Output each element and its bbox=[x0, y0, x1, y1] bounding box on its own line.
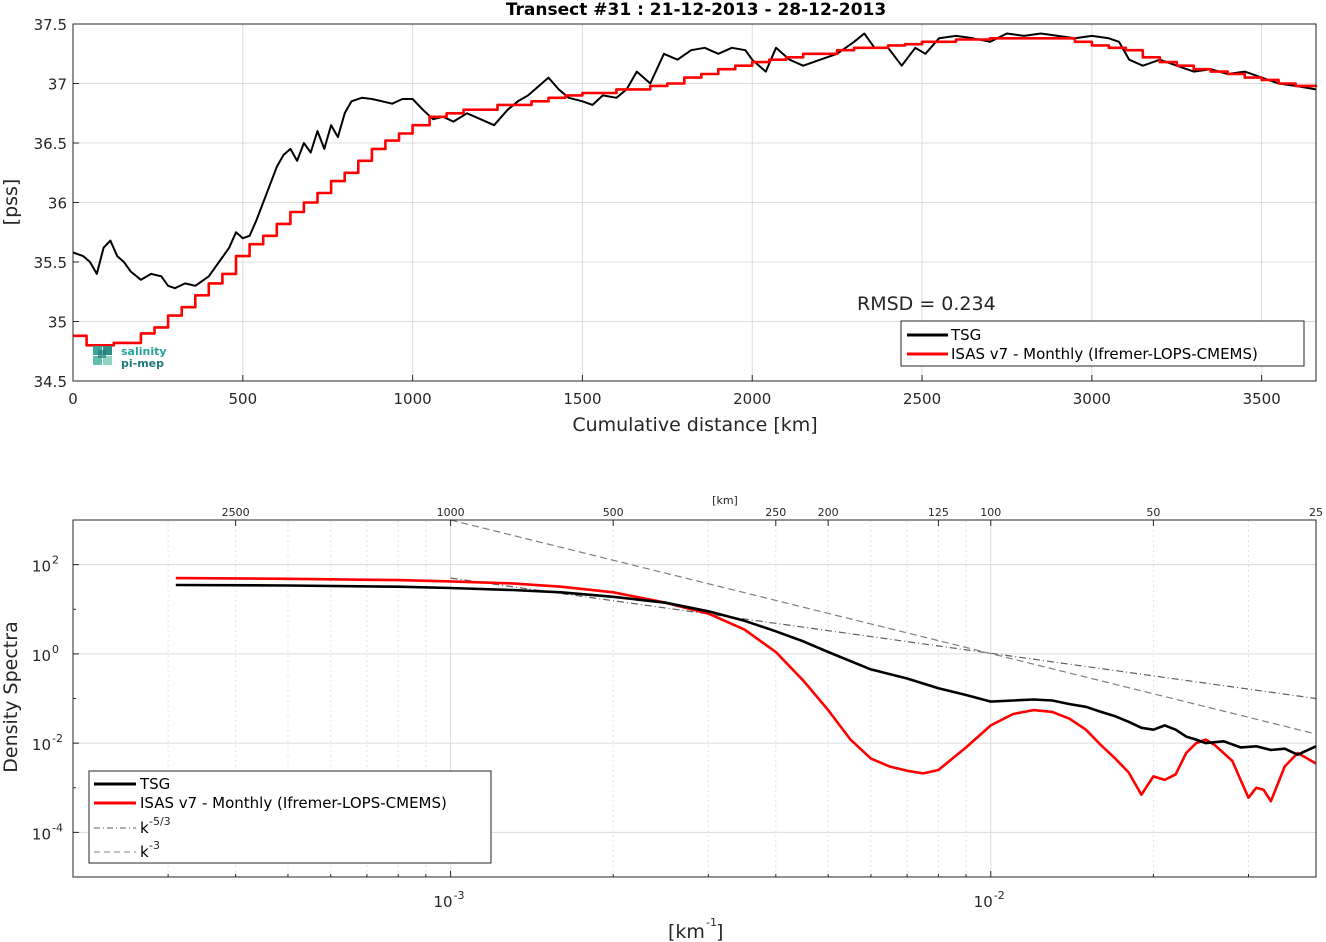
top-x-tick-label: 1500 bbox=[563, 390, 601, 408]
svg-text:]: ] bbox=[716, 921, 723, 942]
bottom-legend-label-isas: ISAS v7 - Monthly (Ifremer-LOPS-CMEMS) bbox=[140, 794, 447, 812]
logo-text-salinity: salinity bbox=[121, 345, 167, 358]
top-km-tick-label: 50 bbox=[1146, 506, 1160, 519]
top-y-tick-label: 34.5 bbox=[34, 373, 67, 391]
isas-spectrum-line bbox=[175, 576, 1316, 803]
top-legend-box bbox=[900, 320, 1305, 367]
svg-text:10: 10 bbox=[974, 893, 993, 911]
svg-text:-3: -3 bbox=[454, 889, 465, 902]
top-y-tick-label: 37 bbox=[48, 76, 67, 94]
bottom-legend: TSG ISAS v7 - Monthly (Ifremer-LOPS-CMEM… bbox=[88, 770, 492, 864]
top-y-tick-label: 37.5 bbox=[34, 16, 67, 34]
bottom-legend-label-k3: k -3 bbox=[140, 839, 160, 861]
tsg-series-line bbox=[72, 32, 1317, 290]
top-km-tick-label: 2500 bbox=[222, 506, 250, 519]
k3-reference-line bbox=[450, 520, 1316, 735]
top-series bbox=[72, 32, 1318, 347]
top-km-tick-label: 25 bbox=[1309, 506, 1323, 519]
chart-title: Transect #31 : 21-12-2013 - 28-12-2013 bbox=[506, 0, 886, 20]
top-y-ticks: 34.5 35 35.5 36 36.5 37 37.5 bbox=[34, 16, 79, 391]
top-x-tick-label: 0 bbox=[68, 390, 78, 408]
svg-text:10: 10 bbox=[32, 736, 51, 754]
top-km-axis-label: [km] bbox=[712, 494, 738, 507]
bottom-top-km-ticks: 2500 1000 500 250 200 125 100 50 25 bbox=[222, 506, 1323, 526]
top-legend-label-isas: ISAS v7 - Monthly (Ifremer-LOPS-CMEMS) bbox=[951, 345, 1258, 363]
rmsd-annotation: RMSD = 0.234 bbox=[857, 293, 996, 315]
top-x-tick-label: 2500 bbox=[903, 390, 941, 408]
k53-reference-line bbox=[450, 577, 1316, 700]
bottom-legend-label-tsg: TSG bbox=[139, 775, 170, 793]
svg-text:10: 10 bbox=[32, 825, 51, 843]
svg-text:k: k bbox=[140, 843, 149, 861]
bottom-x-axis-label: [km -1 ] bbox=[668, 916, 723, 942]
top-km-tick-label: 125 bbox=[928, 506, 949, 519]
salinity-pimep-logo: salinity pi-mep bbox=[93, 345, 167, 370]
salinity-transect-chart: Transect #31 : 21-12-2013 - 28-12-2013 0… bbox=[0, 0, 1318, 436]
svg-text:-1: -1 bbox=[706, 916, 717, 929]
bottom-y-tick-label: 10 -2 bbox=[32, 732, 63, 754]
top-km-tick-label: 200 bbox=[818, 506, 839, 519]
top-km-tick-label: 500 bbox=[603, 506, 624, 519]
bottom-legend-label-k53: k -5/3 bbox=[140, 815, 171, 837]
svg-text:-4: -4 bbox=[52, 821, 63, 834]
top-x-ticks: 0 500 1000 1500 2000 2500 3000 3500 bbox=[68, 375, 1281, 408]
svg-text:[km: [km bbox=[668, 921, 705, 942]
top-x-tick-label: 1000 bbox=[394, 390, 432, 408]
bottom-x-tick-label: 10 -3 bbox=[433, 889, 464, 911]
top-km-tick-label: 1000 bbox=[437, 506, 465, 519]
top-km-tick-label: 250 bbox=[765, 506, 786, 519]
top-y-axis-label: [pss] bbox=[0, 179, 22, 226]
tsg-spectrum-line bbox=[175, 583, 1316, 756]
bottom-legend-box bbox=[88, 770, 492, 864]
bottom-y-tick-label: 10 0 bbox=[32, 643, 59, 665]
bottom-series bbox=[175, 520, 1316, 803]
top-x-tick-label: 3500 bbox=[1243, 390, 1281, 408]
svg-text:2: 2 bbox=[52, 554, 59, 567]
top-x-tick-label: 500 bbox=[228, 390, 257, 408]
bottom-y-tick-label: 10 -4 bbox=[32, 821, 63, 843]
top-y-tick-label: 36.5 bbox=[34, 135, 67, 153]
top-x-tick-label: 3000 bbox=[1073, 390, 1111, 408]
top-legend-label-tsg: TSG bbox=[950, 326, 981, 344]
bottom-y-axis-label: Density Spectra bbox=[0, 621, 22, 772]
svg-text:10: 10 bbox=[32, 647, 51, 665]
top-legend: TSG ISAS v7 - Monthly (Ifremer-LOPS-CMEM… bbox=[900, 320, 1305, 367]
top-y-tick-label: 35.5 bbox=[34, 254, 67, 272]
svg-text:-3: -3 bbox=[149, 839, 160, 852]
svg-text:-2: -2 bbox=[994, 889, 1005, 902]
svg-text:10: 10 bbox=[433, 893, 452, 911]
top-y-tick-label: 35 bbox=[48, 314, 67, 332]
top-km-tick-label: 100 bbox=[980, 506, 1001, 519]
svg-text:0: 0 bbox=[52, 643, 59, 656]
svg-text:-2: -2 bbox=[52, 732, 63, 745]
top-y-tick-label: 36 bbox=[48, 195, 67, 213]
logo-text-pimep: pi-mep bbox=[121, 357, 164, 370]
svg-text:10: 10 bbox=[32, 558, 51, 576]
top-x-axis-label: Cumulative distance [km] bbox=[572, 414, 817, 436]
svg-text:-5/3: -5/3 bbox=[149, 815, 171, 828]
isas-series-line bbox=[73, 37, 1318, 347]
bottom-x-tick-label: 10 -2 bbox=[974, 889, 1005, 911]
bottom-y-tick-label: 10 2 bbox=[32, 554, 59, 576]
svg-text:k: k bbox=[140, 819, 149, 837]
top-x-tick-label: 2000 bbox=[733, 390, 771, 408]
bottom-x-ticks: 10 -3 10 -2 bbox=[72, 871, 1317, 911]
